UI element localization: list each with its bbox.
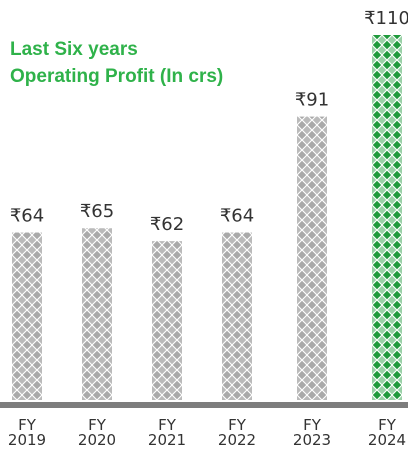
bar	[222, 232, 252, 400]
value-label: ₹62	[150, 214, 184, 235]
x-tick-label: FY 2023	[293, 416, 331, 449]
bar	[152, 241, 182, 400]
bar	[12, 232, 42, 400]
baseline	[0, 402, 408, 408]
bar	[82, 228, 112, 400]
x-tick-label: FY 2022	[218, 416, 256, 449]
bar	[372, 35, 402, 400]
x-tick-label: FY 2020	[78, 416, 116, 449]
value-label: ₹65	[80, 201, 114, 222]
value-label: ₹64	[10, 206, 44, 227]
bar	[297, 116, 327, 401]
value-label: ₹91	[295, 90, 329, 111]
chart-subtitle: Operating Profit (In crs)	[10, 66, 223, 87]
x-tick-label: FY 2024	[368, 416, 406, 449]
value-label: ₹110	[364, 8, 408, 29]
x-tick-label: FY 2019	[8, 416, 46, 449]
value-label: ₹64	[220, 206, 254, 227]
x-tick-label: FY 2021	[148, 416, 186, 449]
chart-title: Last Six years	[10, 39, 138, 60]
